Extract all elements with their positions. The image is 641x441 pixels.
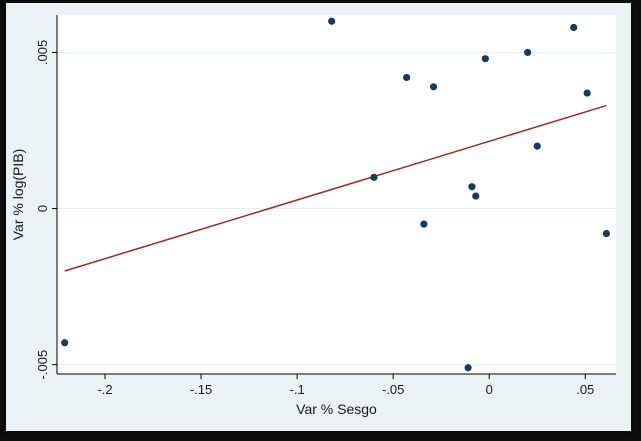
- data-point: [468, 183, 476, 191]
- data-point: [420, 220, 428, 228]
- data-points: [61, 17, 610, 372]
- data-point: [472, 192, 480, 200]
- data-point: [533, 142, 541, 150]
- data-point: [328, 17, 336, 25]
- chart-frame: -.005 0 .005 -.2 -.15 -.1 -.05 0 .05 Var % Sesgo…: [6, 3, 631, 431]
- data-point: [602, 229, 610, 238]
- data-point: [403, 73, 411, 82]
- data-point: [570, 23, 578, 32]
- data-point: [464, 364, 472, 372]
- data-point: [429, 83, 438, 91]
- plot-area: [57, 15, 616, 374]
- y-axis-title: Var % log(PIB): [10, 149, 26, 241]
- x-tick-label: -.05: [382, 382, 404, 397]
- data-point: [61, 339, 69, 347]
- grid-lines: [57, 51, 616, 366]
- x-tick-label: -.2: [97, 382, 112, 397]
- x-axis-title: Var % Sesgo: [296, 401, 377, 417]
- y-tick-label: -.005: [35, 350, 50, 380]
- x-tick-label: 0: [486, 382, 493, 397]
- tick-marks: [52, 51, 586, 379]
- y-tick-label: .005: [35, 40, 50, 65]
- x-tick-label: -.15: [190, 382, 212, 397]
- data-point: [481, 55, 489, 63]
- scatter-chart: -.005 0 .005 -.2 -.15 -.1 -.05 0 .05 Var % Sesgo…: [10, 15, 616, 417]
- x-tick-label: -.1: [290, 382, 305, 397]
- tick-labels: -.005 0 .005 -.2 -.15 -.1 -.05 0 .05: [35, 40, 594, 397]
- x-tick-label: .05: [576, 382, 594, 397]
- y-tick-label: 0: [35, 205, 50, 212]
- fitted-line: [64, 104, 607, 272]
- data-point: [583, 89, 591, 97]
- data-point: [370, 173, 378, 181]
- data-point: [524, 48, 532, 57]
